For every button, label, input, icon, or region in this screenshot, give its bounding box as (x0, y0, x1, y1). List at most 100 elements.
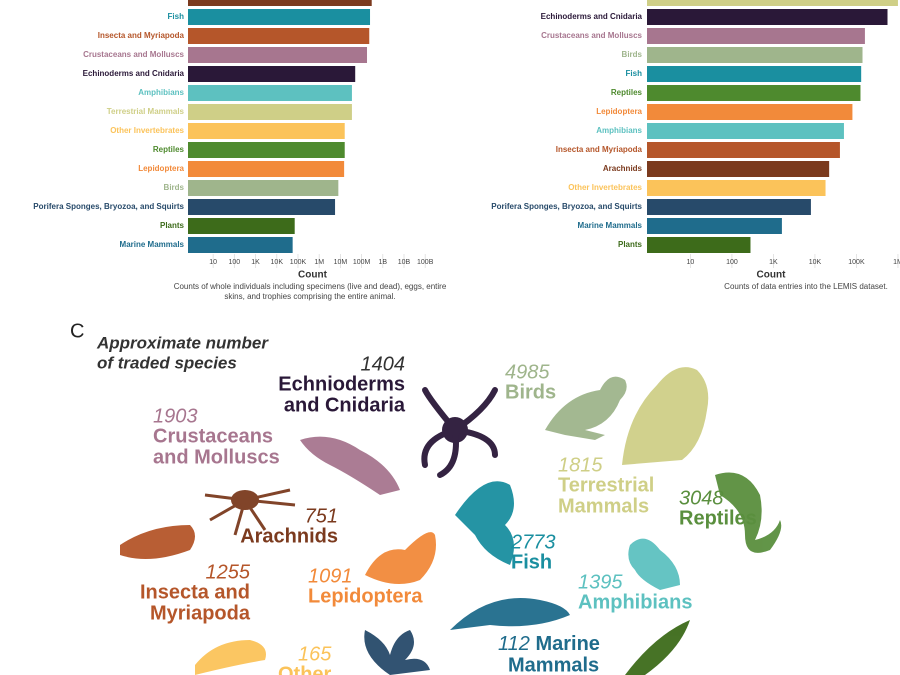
bar (647, 66, 862, 82)
group-name: Crustaceans (153, 425, 273, 447)
species-count: 2773 (510, 531, 556, 553)
group-name: Insecta and (140, 581, 250, 603)
bar (647, 123, 844, 139)
category-label: Terrestrial Mammals (565, 0, 643, 2)
dolphin (450, 598, 570, 630)
category-label: Fish (168, 12, 185, 21)
panel-label: C (70, 320, 84, 342)
panel-title: Approximate number (96, 333, 269, 352)
group-name: and Cnidaria (284, 394, 406, 416)
species-count: 4985 (505, 361, 550, 383)
coral (364, 630, 430, 675)
species-count: 112 (498, 633, 530, 655)
group-name: Arachnids (240, 525, 338, 547)
x-tick-label: 100 (726, 259, 738, 266)
group-name: Fish (511, 551, 552, 573)
group-name: Birds (505, 381, 556, 403)
category-label: Porifera Sponges, Bryozoa, and Squirts (33, 202, 184, 211)
category-label: Terrestrial Mammals (107, 107, 185, 116)
x-tick-label: 10B (398, 259, 411, 266)
bar (188, 85, 352, 101)
category-label: Other Invertebrates (110, 126, 184, 135)
category-label: Amphibians (596, 126, 642, 135)
category-label: Amphibians (138, 88, 184, 97)
category-label: Crustaceans and Molluscs (541, 31, 642, 40)
bar (647, 28, 865, 44)
frog (628, 538, 680, 590)
bar (647, 218, 782, 234)
category-label: Crustaceans and Molluscs (83, 50, 184, 59)
category-label: Plants (618, 240, 643, 249)
x-tick-label: 100 (229, 259, 241, 266)
group-name: Mammals (558, 495, 649, 517)
angelfish (455, 481, 514, 565)
bar (647, 199, 811, 215)
species-count: 3048 (679, 487, 724, 509)
category-label: Birds (164, 183, 185, 192)
x-tick-label: 10 (209, 259, 217, 266)
caption: Counts of data entries into the LEMIS da… (724, 282, 888, 291)
group-name: Myriapoda (150, 602, 251, 624)
category-label: Insecta and Myriapoda (98, 31, 185, 40)
brittle-star (421, 387, 498, 478)
bar (188, 104, 352, 120)
wasp (120, 525, 195, 559)
category-label: Arachnids (603, 164, 643, 173)
group-name: Reptiles (679, 507, 757, 529)
category-label: Fish (626, 69, 643, 78)
x-tick-label: 10 (687, 259, 695, 266)
bar (188, 218, 295, 234)
category-label: Echinoderms and Cnidaria (83, 69, 185, 78)
category-label: Lepidoptera (138, 164, 184, 173)
bar (647, 0, 898, 6)
bar (647, 9, 888, 25)
group-name: Lepidoptera (308, 585, 423, 607)
porcupine (622, 367, 709, 465)
bar (647, 237, 751, 253)
group-name: Amphibians (578, 591, 692, 613)
bar (647, 180, 826, 196)
bar (188, 161, 345, 177)
panel-title: of traded species (97, 353, 237, 372)
group-name: Mammals (508, 654, 599, 675)
species-count: 165 (298, 643, 332, 665)
species-count: 1815 (558, 454, 603, 476)
bar (647, 161, 830, 177)
group-name: Other (278, 663, 332, 675)
x-tick-label: 100K (290, 259, 307, 266)
x-axis-label: Count (757, 270, 787, 281)
x-tick-label: 100B (417, 259, 434, 266)
bar (647, 47, 863, 63)
category-label: Insecta and Myriapoda (556, 145, 643, 154)
category-label: Porifera Sponges, Bryozoa, and Squirts (491, 202, 642, 211)
bar (188, 0, 372, 6)
category-label: Arachnids (145, 0, 185, 2)
category-label: Reptiles (611, 88, 643, 97)
bar (188, 142, 345, 158)
x-tick-label: 100K (848, 259, 865, 266)
species-count: 1395 (578, 571, 623, 593)
bar (188, 199, 336, 215)
x-tick-label: 10K (271, 259, 284, 266)
group-name: Terrestrial (558, 474, 654, 496)
x-tick-label: 1B (379, 259, 388, 266)
category-label: Birds (622, 50, 643, 59)
lizard (715, 472, 782, 553)
group-name: Echnioderms (278, 373, 405, 395)
species-label: 112 Marine (498, 633, 600, 655)
x-tick-label: 10K (809, 259, 822, 266)
bar (188, 66, 356, 82)
x-axis-label: Count (298, 270, 328, 281)
caption: skins, and trophies comprising the entir… (224, 292, 395, 301)
silhouettes (120, 367, 782, 675)
bar (647, 85, 861, 101)
caption: Counts of whole individuals including sp… (174, 282, 447, 291)
x-tick-label: 100M (353, 259, 371, 266)
category-label: Plants (160, 221, 185, 230)
species-count: 1903 (153, 405, 198, 427)
category-label: Lepidoptera (596, 107, 642, 116)
species-count: 751 (305, 505, 338, 527)
group-name: Marine (535, 633, 599, 655)
bar (188, 9, 371, 25)
butterfly (365, 532, 436, 584)
